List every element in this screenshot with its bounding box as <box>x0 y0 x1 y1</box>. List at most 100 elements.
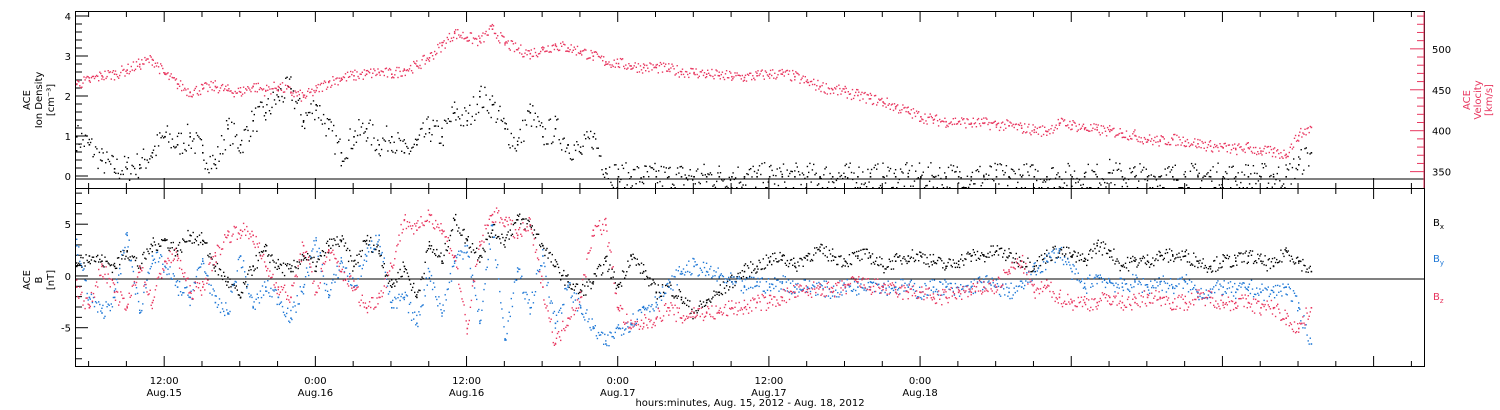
bx-point <box>150 243 152 245</box>
density-point <box>1131 171 1134 173</box>
velocity-point <box>537 53 540 55</box>
by-point <box>865 289 867 292</box>
bx-point <box>795 266 797 269</box>
by-point <box>742 292 745 294</box>
bx-point <box>709 300 711 302</box>
bx-point <box>489 236 491 238</box>
by-point <box>455 255 457 257</box>
density-point <box>931 174 933 177</box>
velocity-point <box>977 117 980 120</box>
velocity-point <box>901 109 903 111</box>
velocity-point <box>797 72 799 75</box>
density-point <box>307 111 310 114</box>
bx-point <box>950 264 952 267</box>
density-point <box>194 152 196 154</box>
by-point <box>189 304 191 307</box>
density-point <box>545 143 548 145</box>
velocity-point <box>373 68 375 70</box>
velocity-point <box>342 76 345 78</box>
by-point <box>273 290 275 292</box>
by-point <box>780 288 782 290</box>
density-point <box>785 187 787 189</box>
by-point <box>961 288 963 291</box>
by-point <box>892 289 895 292</box>
by-point <box>560 307 562 309</box>
velocity-point <box>657 72 659 74</box>
bx-point <box>331 238 333 240</box>
velocity-point <box>726 77 729 79</box>
by-point <box>1272 286 1275 288</box>
by-point <box>719 274 721 276</box>
velocity-point <box>378 71 380 74</box>
velocity-point <box>1100 125 1102 127</box>
bx-point <box>417 291 419 293</box>
bx-point <box>256 267 258 269</box>
bx-point <box>939 257 941 259</box>
by-point <box>279 302 282 304</box>
bx-point <box>922 253 924 255</box>
density-point <box>180 132 182 135</box>
velocity-point <box>1285 157 1287 159</box>
velocity-point <box>857 89 859 91</box>
density-point <box>333 124 335 127</box>
density-point <box>469 104 471 106</box>
by-point <box>480 319 482 321</box>
by-point <box>323 282 326 285</box>
density-point <box>431 134 433 136</box>
by-point <box>1020 280 1023 282</box>
density-point <box>765 187 767 189</box>
density-point <box>1028 174 1030 177</box>
velocity-point <box>717 74 719 77</box>
velocity-point <box>301 92 304 94</box>
by-point <box>741 280 743 282</box>
by-point <box>1033 262 1035 265</box>
velocity-point <box>499 42 501 44</box>
velocity-point <box>367 70 370 73</box>
bx-point <box>928 265 930 268</box>
velocity-point <box>947 125 949 128</box>
velocity-point <box>1219 143 1221 145</box>
bx-point <box>1198 262 1200 264</box>
density-point <box>658 170 660 172</box>
density-point <box>718 165 720 167</box>
bx-point <box>878 264 880 267</box>
by-point <box>935 288 938 291</box>
bx-point <box>409 283 412 285</box>
by-point <box>714 275 716 277</box>
bx-point <box>124 258 126 260</box>
velocity-point <box>1197 138 1199 141</box>
by-point <box>1291 300 1294 302</box>
by-point <box>107 303 109 305</box>
velocity-point <box>655 66 658 69</box>
by-point <box>360 275 362 277</box>
by-point <box>393 307 395 309</box>
density-point <box>553 135 555 137</box>
density-point <box>1063 182 1066 184</box>
bx-point <box>501 233 503 235</box>
by-point <box>1248 283 1251 285</box>
by-point <box>809 290 812 293</box>
velocity-point <box>350 70 352 73</box>
by-point <box>530 306 532 309</box>
bx-point <box>695 310 697 312</box>
bx-point <box>1287 250 1289 252</box>
velocity-point <box>263 95 266 97</box>
bx-point <box>607 270 609 273</box>
density-point <box>790 170 792 172</box>
density-point <box>855 182 858 184</box>
bx-point <box>1053 248 1055 250</box>
velocity-point <box>1300 127 1302 130</box>
bx-point <box>485 238 487 240</box>
velocity-point <box>1246 142 1248 144</box>
by-point <box>1053 252 1055 254</box>
density-point <box>544 128 547 130</box>
bx-point <box>302 255 305 257</box>
velocity-point <box>445 42 447 44</box>
velocity-point <box>818 88 820 90</box>
bx-point <box>143 251 145 254</box>
density-point <box>794 170 796 172</box>
density-point <box>510 132 512 135</box>
bx-point <box>443 254 445 257</box>
by-point <box>1014 291 1016 294</box>
velocity-point <box>527 50 529 52</box>
